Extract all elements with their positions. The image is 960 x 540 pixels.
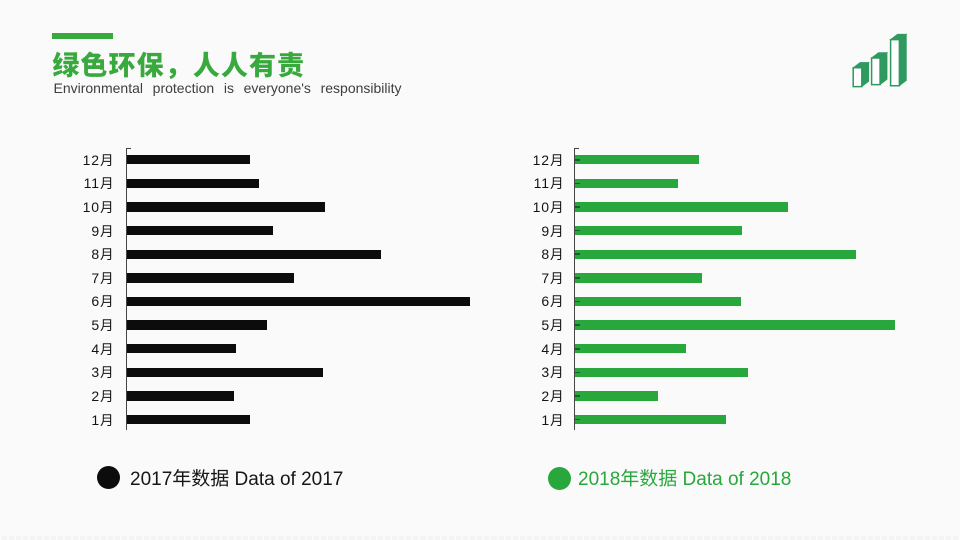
svg-text:9: 9 [92, 223, 101, 239]
svg-text:9: 9 [541, 223, 550, 239]
svg-text:3: 3 [541, 364, 550, 380]
svg-text:1: 1 [92, 412, 101, 428]
svg-text:11: 11 [534, 175, 550, 191]
svg-text:4: 4 [541, 341, 550, 357]
svg-text:5: 5 [92, 317, 101, 333]
svg-text:Data of 2017: Data of 2017 [229, 469, 343, 490]
svg-text:8: 8 [541, 246, 550, 262]
svg-text:11: 11 [84, 175, 100, 191]
svg-text:2: 2 [92, 388, 101, 404]
svg-text:2: 2 [541, 388, 550, 404]
svg-text:4: 4 [92, 341, 101, 357]
svg-text:12: 12 [533, 152, 550, 168]
svg-text:6: 6 [541, 293, 550, 309]
svg-text:10: 10 [83, 199, 100, 215]
svg-text:3: 3 [92, 364, 101, 380]
svg-text:7: 7 [541, 270, 550, 286]
svg-text:10: 10 [533, 199, 550, 215]
svg-text:7: 7 [92, 270, 101, 286]
svg-text:1: 1 [541, 412, 550, 428]
svg-text:6: 6 [92, 293, 101, 309]
svg-text:5: 5 [541, 317, 550, 333]
svg-text:2018: 2018 [578, 469, 620, 490]
svg-text:12: 12 [83, 152, 100, 168]
svg-text:Data of 2018: Data of 2018 [678, 469, 792, 490]
svg-text:8: 8 [92, 246, 101, 262]
svg-text:2017: 2017 [130, 469, 172, 490]
